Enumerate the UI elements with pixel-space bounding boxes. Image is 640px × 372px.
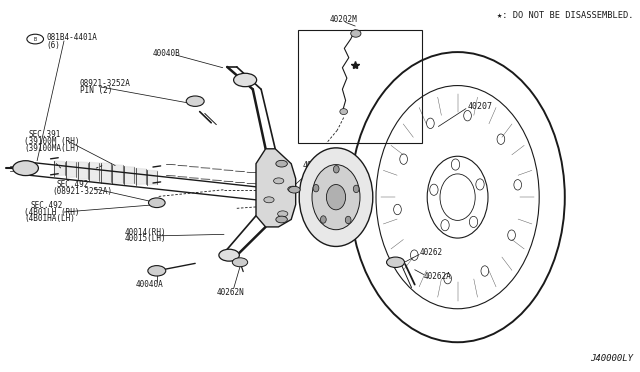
Circle shape (13, 161, 38, 176)
Text: 08921-3252A: 08921-3252A (80, 79, 131, 88)
Polygon shape (66, 161, 76, 178)
Circle shape (278, 211, 288, 217)
Circle shape (387, 257, 404, 267)
Ellipse shape (441, 219, 449, 231)
Ellipse shape (351, 30, 361, 37)
Text: 40015(LH): 40015(LH) (125, 234, 166, 243)
Polygon shape (124, 167, 134, 184)
Polygon shape (147, 170, 157, 185)
Circle shape (186, 96, 204, 106)
Text: (4B01LH (RH): (4B01LH (RH) (24, 208, 80, 217)
Circle shape (276, 216, 287, 223)
Circle shape (264, 197, 274, 203)
Text: 40014(RH): 40014(RH) (125, 228, 166, 237)
Polygon shape (101, 163, 111, 183)
Ellipse shape (313, 185, 319, 192)
Circle shape (273, 178, 284, 184)
Polygon shape (256, 149, 296, 227)
Text: 40222: 40222 (303, 161, 328, 170)
Ellipse shape (469, 216, 477, 227)
Ellipse shape (326, 185, 346, 210)
Text: (08921-3252A): (08921-3252A) (52, 187, 113, 196)
Text: (39100MA(LH): (39100MA(LH) (24, 144, 80, 153)
Polygon shape (77, 162, 88, 179)
Circle shape (219, 249, 239, 261)
Text: (6): (6) (46, 41, 60, 50)
Circle shape (148, 266, 166, 276)
Text: 40262: 40262 (419, 248, 442, 257)
Text: 40207: 40207 (467, 102, 492, 110)
Ellipse shape (333, 166, 339, 173)
Text: PIN (2): PIN (2) (80, 86, 113, 94)
Text: B: B (34, 36, 36, 42)
Text: ★: DO NOT BE DISASSEMBLED.: ★: DO NOT BE DISASSEMBLED. (497, 11, 634, 20)
Text: 081B4-4401A: 081B4-4401A (46, 33, 97, 42)
Polygon shape (113, 165, 123, 184)
Circle shape (289, 186, 300, 193)
Ellipse shape (312, 164, 360, 230)
Circle shape (234, 73, 257, 87)
Text: 40262A: 40262A (424, 272, 451, 280)
Text: J40000LY: J40000LY (591, 354, 634, 363)
Text: SEC.492: SEC.492 (31, 201, 63, 210)
Circle shape (148, 198, 165, 208)
Ellipse shape (353, 185, 359, 193)
Ellipse shape (300, 148, 372, 247)
Bar (298, 30, 422, 143)
Polygon shape (89, 162, 99, 182)
Ellipse shape (429, 184, 438, 195)
Text: 40040B: 40040B (152, 49, 180, 58)
Text: (4B01HA(LH): (4B01HA(LH) (24, 214, 75, 223)
Text: (39100M (RH): (39100M (RH) (24, 137, 80, 146)
Ellipse shape (346, 216, 351, 224)
Text: 40040A: 40040A (136, 280, 163, 289)
Polygon shape (136, 168, 146, 185)
Circle shape (232, 258, 248, 267)
Text: SEC.391: SEC.391 (29, 130, 61, 139)
Circle shape (276, 160, 287, 167)
Polygon shape (54, 161, 65, 176)
Ellipse shape (476, 179, 484, 190)
Text: 40262N: 40262N (216, 288, 244, 296)
Ellipse shape (340, 109, 348, 115)
Text: 40202M: 40202M (330, 15, 357, 24)
Ellipse shape (321, 216, 326, 223)
Circle shape (288, 186, 298, 192)
Text: SEC.492: SEC.492 (56, 180, 89, 189)
Ellipse shape (451, 159, 460, 170)
